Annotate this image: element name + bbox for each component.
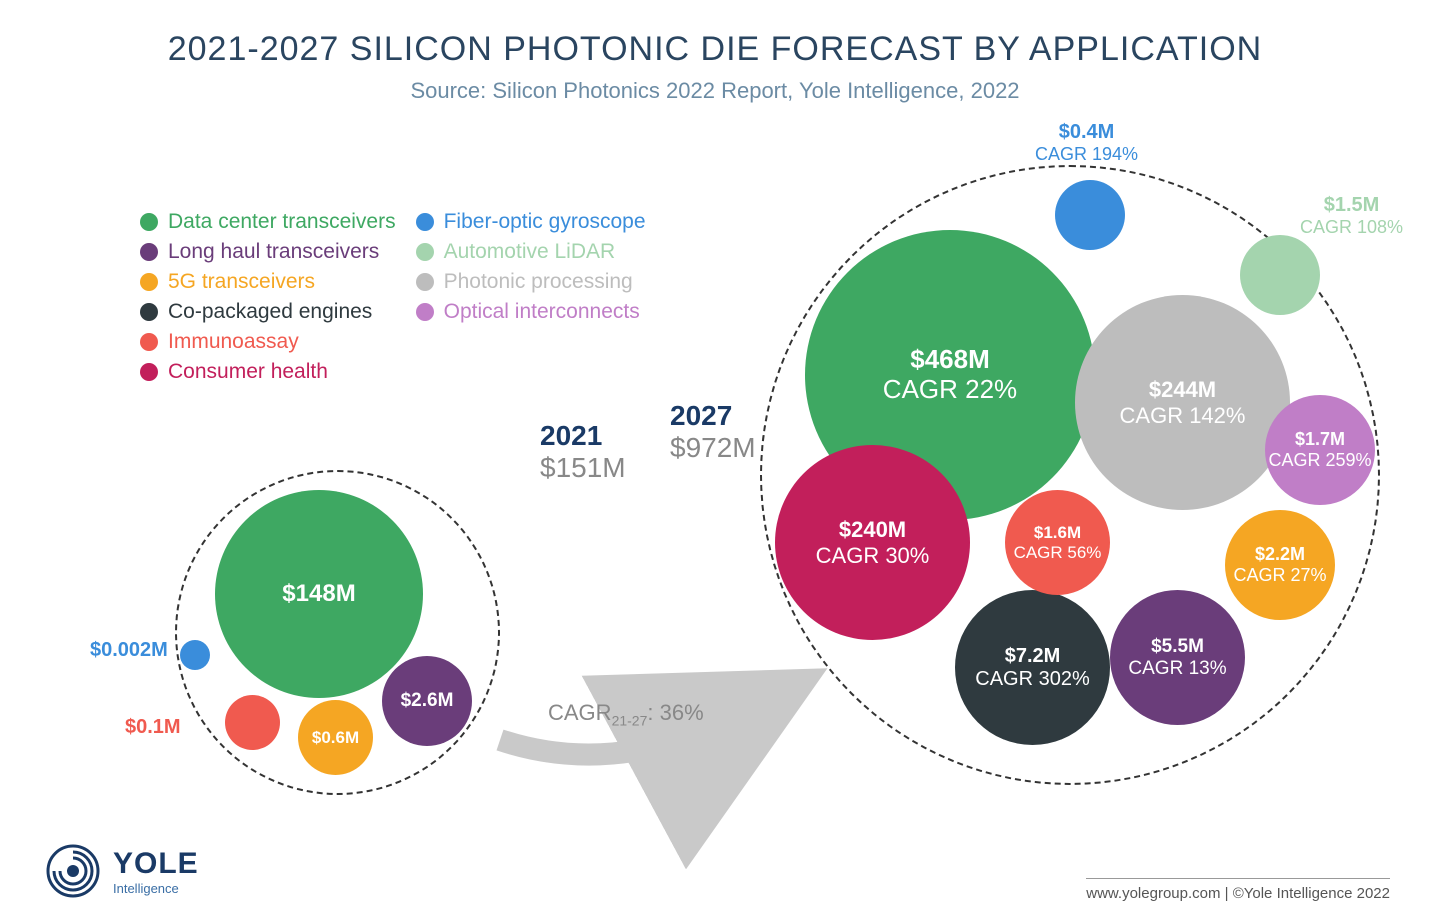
page-title: 2021-2027 SILICON PHOTONIC DIE FORECAST … <box>0 30 1430 69</box>
cagr-value: : 36% <box>647 700 703 725</box>
bubble-gyroscope <box>1055 180 1125 250</box>
brand-logo: YOLE Intelligence <box>45 843 199 899</box>
bubble-datacenter: $148M <box>215 490 423 698</box>
legend-label: Automotive LiDAR <box>444 240 616 264</box>
bubble-photonic: $244MCAGR 142% <box>1075 295 1290 510</box>
legend-dot-icon <box>416 213 434 231</box>
bubble-value: $240M <box>839 517 906 542</box>
bubble-cagr: CAGR 302% <box>975 668 1090 691</box>
bubble-copackaged: $7.2MCAGR 302% <box>955 590 1110 745</box>
legend-item: 5G transceivers <box>140 270 396 294</box>
bubble-ext-label-lidar: $1.5MCAGR 108% <box>1300 193 1403 239</box>
bubble-cagr: CAGR 27% <box>1233 565 1326 586</box>
bubble-value: $5.5M <box>1151 636 1204 658</box>
bubble-5g: $0.6M <box>298 700 373 775</box>
bubble-cagr: CAGR 13% <box>1128 658 1226 680</box>
legend-dot-icon <box>416 243 434 261</box>
legend-item: Long haul transceivers <box>140 240 396 264</box>
legend-label: Photonic processing <box>444 270 633 294</box>
logo-icon <box>45 843 101 899</box>
bubble-value: $468M <box>910 345 990 375</box>
logo-tag: Intelligence <box>113 881 199 896</box>
legend-label: Consumer health <box>168 360 328 384</box>
bubble-value: $2.2M <box>1255 544 1305 565</box>
bubble-cagr: CAGR 142% <box>1120 403 1246 428</box>
legend-dot-icon <box>140 303 158 321</box>
legend-label: Long haul transceivers <box>168 240 379 264</box>
year-label-2021: 2021 $151M <box>540 420 626 484</box>
page-subtitle: Source: Silicon Photonics 2022 Report, Y… <box>0 78 1430 104</box>
bubble-cagr: CAGR 22% <box>883 375 1017 405</box>
footer-text: www.yolegroup.com | ©Yole Intelligence 2… <box>1086 878 1390 902</box>
bubble-ext-label-immunoassay: $0.1M <box>125 715 181 739</box>
legend-item: Fiber-optic gyroscope <box>416 210 646 234</box>
legend-dot-icon <box>416 303 434 321</box>
legend-item: Data center transceivers <box>140 210 396 234</box>
year-label-2027: 2027 $972M <box>670 400 756 464</box>
bubble-value: $2.6M <box>401 690 454 712</box>
legend-dot-icon <box>140 213 158 231</box>
legend-dot-icon <box>140 333 158 351</box>
legend-item: Automotive LiDAR <box>416 240 646 264</box>
legend-label: Fiber-optic gyroscope <box>444 210 646 234</box>
bubble-value: $244M <box>1149 377 1216 402</box>
logo-brand: YOLE <box>113 847 199 881</box>
legend-dot-icon <box>140 243 158 261</box>
legend-dot-icon <box>140 273 158 291</box>
bubble-cagr: CAGR 30% <box>816 543 930 568</box>
bubble-value: $1.6M <box>1034 523 1081 543</box>
bubble-lidar <box>1240 235 1320 315</box>
legend: Data center transceivers Long haul transc… <box>140 210 646 384</box>
bubble-immunoassay <box>225 695 280 750</box>
bubble-5g: $2.2MCAGR 27% <box>1225 510 1335 620</box>
bubble-longhaul: $5.5MCAGR 13% <box>1110 590 1245 725</box>
bubble-immunoassay: $1.6MCAGR 56% <box>1005 490 1110 595</box>
legend-item: Co-packaged engines <box>140 300 396 324</box>
legend-item: Consumer health <box>140 360 396 384</box>
bubble-interconnects: $1.7MCAGR 259% <box>1265 395 1375 505</box>
bubble-ext-label-gyroscope: $0.4MCAGR 194% <box>1035 120 1138 166</box>
legend-col-2: Fiber-optic gyroscope Automotive LiDAR Pho… <box>416 210 646 384</box>
legend-label: Optical interconnects <box>444 300 640 324</box>
year-total-2027: $972M <box>670 432 756 464</box>
legend-label: Data center transceivers <box>168 210 396 234</box>
bubble-value: $7.2M <box>1005 645 1061 668</box>
cagr-overall-label: CAGR21-27: 36% <box>548 700 704 728</box>
bubble-cagr: CAGR 259% <box>1268 450 1371 471</box>
bubble-longhaul: $2.6M <box>382 656 472 746</box>
bubble-value: $1.7M <box>1295 429 1345 450</box>
year-total-2021: $151M <box>540 452 626 484</box>
legend-label: Immunoassay <box>168 330 299 354</box>
legend-label: Co-packaged engines <box>168 300 372 324</box>
cagr-sub: 21-27 <box>612 712 648 728</box>
legend-dot-icon <box>416 273 434 291</box>
legend-label: 5G transceivers <box>168 270 315 294</box>
bubble-gyroscope <box>180 640 210 670</box>
year-2027: 2027 <box>670 400 732 431</box>
bubble-consumer: $240MCAGR 30% <box>775 445 970 640</box>
bubble-ext-label-gyroscope: $0.002M <box>90 638 168 662</box>
bubble-value: $0.6M <box>312 728 359 748</box>
legend-item: Immunoassay <box>140 330 396 354</box>
legend-col-1: Data center transceivers Long haul transc… <box>140 210 396 384</box>
legend-dot-icon <box>140 363 158 381</box>
cagr-prefix: CAGR <box>548 700 612 725</box>
bubble-value: $148M <box>282 580 355 608</box>
legend-item: Photonic processing <box>416 270 646 294</box>
legend-item: Optical interconnects <box>416 300 646 324</box>
bubble-cagr: CAGR 56% <box>1014 543 1102 563</box>
year-2021: 2021 <box>540 420 602 451</box>
